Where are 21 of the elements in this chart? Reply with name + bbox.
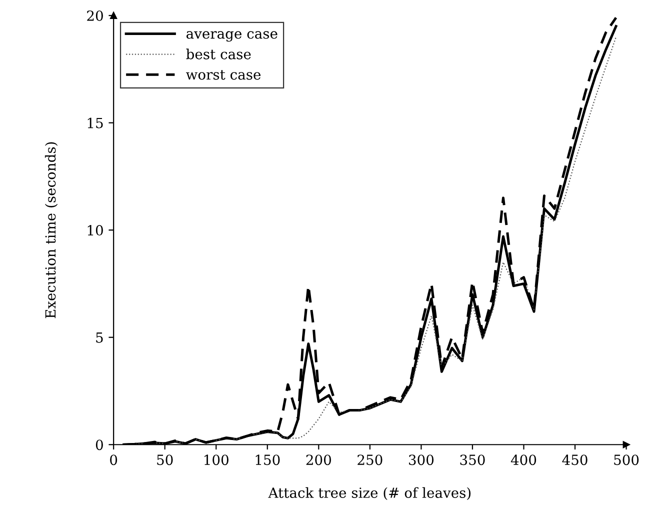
x-tick-label: 300 (409, 454, 434, 466)
legend-label: worst case (186, 70, 261, 80)
x-tick-label: 500 (614, 454, 639, 466)
x-tick-label: 0 (110, 454, 118, 466)
x-tick-label: 350 (460, 454, 485, 466)
y-axis-title: Execution time (seconds) (44, 142, 58, 318)
y-tick-label: 5 (96, 332, 103, 343)
legend-label: best case (186, 48, 251, 60)
legend-label: average case (186, 31, 278, 42)
x-tick-label: 250 (358, 454, 382, 466)
x-tick-label: 50 (157, 454, 173, 466)
x-tick-label: 150 (256, 454, 280, 466)
y-tick-label: 20 (87, 10, 103, 21)
x-tick-label: 200 (306, 454, 331, 466)
y-tick-label: 10 (88, 225, 103, 236)
x-tick-label: 100 (204, 454, 228, 466)
y-tick-label: 0 (96, 440, 103, 450)
y-tick-label: 15 (88, 118, 103, 128)
x-tick-label: 400 (510, 454, 536, 466)
x-axis-title: Attack tree size (# of leaves) (268, 487, 471, 500)
x-tick-label: 450 (562, 454, 588, 466)
